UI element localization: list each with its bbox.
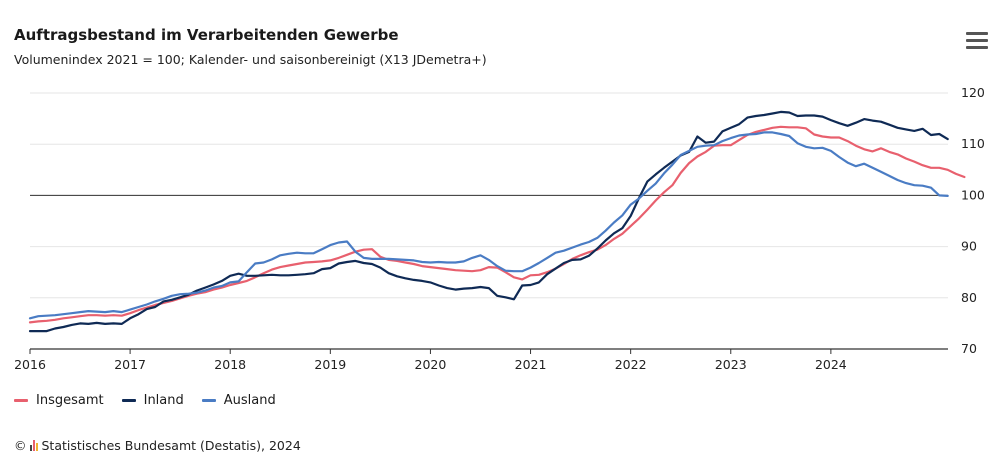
x-tick-label-2016: 2016 [14,357,46,372]
x-tick-label-2023: 2023 [715,357,747,372]
legend-item-inland[interactable]: Inland [121,393,184,408]
legend-item-insgesamt[interactable]: Insgesamt [14,393,104,408]
legend-label: Ausland [223,393,276,408]
hamburger-menu-icon[interactable] [966,32,988,50]
series-line-inland [28,110,949,333]
destatis-logo-icon [29,440,38,451]
legend-swatch [14,399,28,402]
chart-title: Auftragsbestand im Verarbeitenden Gewerb… [14,26,399,44]
y-tick-label-70: 70 [961,341,977,356]
y-axis-ticks: 70 80 90 100 110 120 [961,85,985,356]
line-chart: 70 80 90 100 110 120 2016 2017 2018 2019 2020 2021… [14,85,985,372]
legend-swatch [121,399,136,402]
y-tick-label-80: 80 [961,290,977,305]
x-axis: 2016 2017 2018 2019 2020 2021 2022 2023 2024 [14,348,948,372]
series-lines [28,110,966,333]
y-tick-label-120: 120 [961,85,985,100]
legend-label: Insgesamt [36,393,104,408]
series-line-ausland [28,131,949,320]
y-tick-label-100: 100 [961,187,985,202]
x-tick-label-2018: 2018 [214,357,246,372]
x-tick-label-2019: 2019 [314,357,346,372]
legend-swatch [201,399,216,402]
series-line-insgesamt [28,125,966,324]
y-tick-label-110: 110 [961,136,985,151]
chart-subtitle: Volumenindex 2021 = 100; Kalender- und s… [14,52,487,67]
x-tick-label-2022: 2022 [615,357,647,372]
x-tick-label-2017: 2017 [114,357,146,372]
legend-item-ausland[interactable]: Ausland [201,393,276,408]
y-tick-label-90: 90 [961,239,977,254]
x-tick-label-2020: 2020 [415,357,447,372]
copyright-symbol: © [14,438,27,453]
legend: Insgesamt Inland Ausland [14,393,276,408]
x-tick-label-2024: 2024 [815,357,847,372]
source-text: Statistisches Bundesamt (Destatis), 2024 [41,438,301,453]
legend-label: Inland [143,393,184,408]
x-tick-label-2021: 2021 [515,357,547,372]
source-footer: © Statistisches Bundesamt (Destatis), 20… [14,438,301,453]
